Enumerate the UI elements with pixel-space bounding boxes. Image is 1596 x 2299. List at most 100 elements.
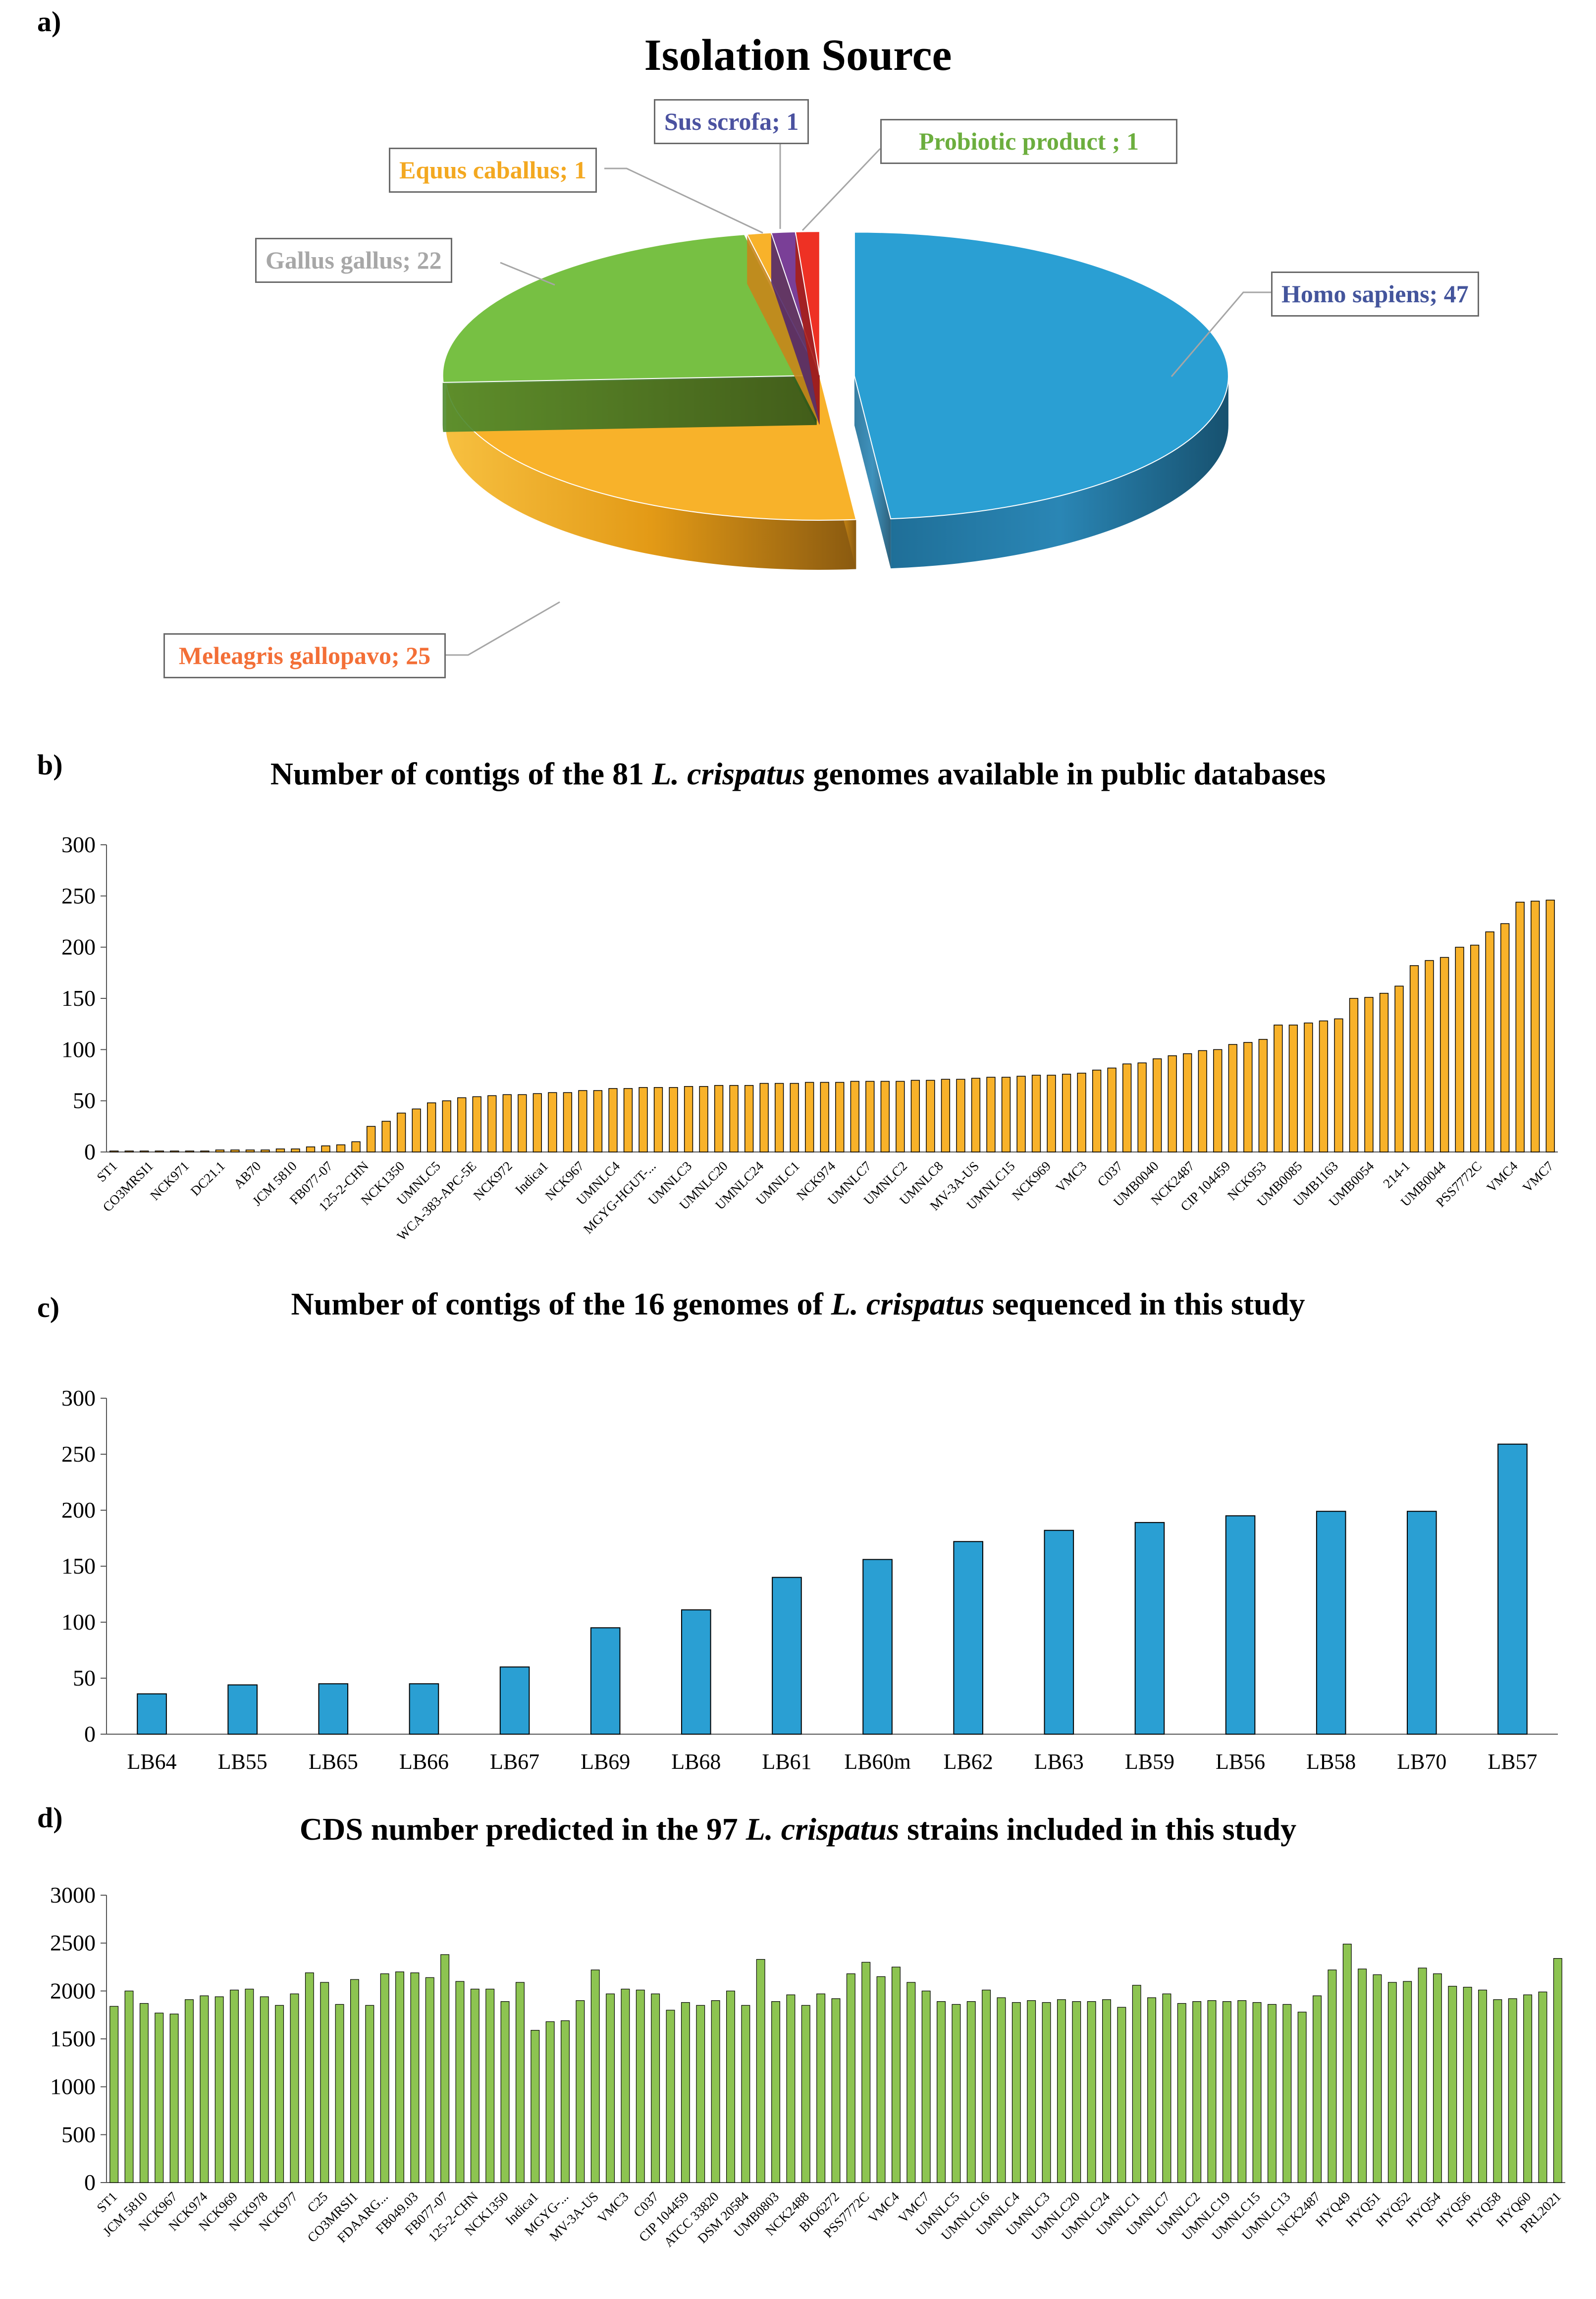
bar xyxy=(109,1150,119,1152)
bar xyxy=(227,1684,258,1735)
bar xyxy=(846,1973,855,2183)
bar xyxy=(1403,1981,1412,2183)
bar xyxy=(744,1085,754,1152)
bar xyxy=(1274,1024,1283,1152)
bar xyxy=(1077,1073,1086,1152)
bar xyxy=(275,2005,284,2183)
bar xyxy=(711,2000,720,2183)
bar xyxy=(1538,1991,1547,2183)
bar xyxy=(409,1683,439,1735)
bar xyxy=(921,1990,931,2183)
bar xyxy=(790,1083,799,1152)
bar xyxy=(1328,1970,1337,2183)
bar xyxy=(1478,1989,1487,2183)
bar xyxy=(1364,997,1374,1152)
bar xyxy=(741,2005,750,2183)
bar xyxy=(1319,1020,1329,1152)
bar xyxy=(1057,1999,1066,2183)
bar xyxy=(291,1149,300,1152)
panel-d-label: d) xyxy=(37,1802,63,1834)
chart-d-title-em: L. crispatus xyxy=(745,1811,900,1847)
pie-leader-meleagris xyxy=(446,601,560,656)
bar xyxy=(865,1081,875,1152)
bar xyxy=(1448,1986,1457,2183)
bar xyxy=(590,1627,621,1735)
bar xyxy=(681,2002,690,2183)
bar xyxy=(937,2001,946,2183)
bar xyxy=(260,1996,269,2183)
pie-label-homo-sapiens: Homo sapiens; 47 xyxy=(1271,272,1479,317)
pie-title: Isolation Source xyxy=(644,31,952,80)
chart-d-title-post: strains included in this study xyxy=(899,1811,1297,1847)
bar xyxy=(1228,1044,1237,1152)
chart-c-title: Number of contigs of the 16 genomes of L… xyxy=(0,1286,1596,1322)
pie-chart xyxy=(442,144,1271,656)
y-tick-label: 0 xyxy=(84,2170,96,2195)
bar xyxy=(1485,931,1494,1152)
bar xyxy=(971,1078,981,1152)
bar xyxy=(351,1141,361,1152)
bar xyxy=(831,1998,841,2183)
bar xyxy=(684,1086,693,1152)
x-label-lb57: LB57 xyxy=(1488,1750,1537,1774)
bar xyxy=(515,1982,525,2183)
bar xyxy=(412,1108,421,1152)
bar xyxy=(124,1990,134,2183)
bar xyxy=(1132,1985,1141,2183)
bar xyxy=(636,1989,645,2183)
panel-c-label: c) xyxy=(37,1291,60,1323)
bar xyxy=(941,1079,951,1152)
x-label-vmc3: VMC3 xyxy=(594,2189,631,2226)
pie-label-probiotic-product: Probiotic product ; 1 xyxy=(880,119,1177,164)
x-label-vmc4: VMC4 xyxy=(1484,1158,1521,1196)
bar xyxy=(1237,2000,1247,2183)
bar xyxy=(185,1150,195,1152)
bar xyxy=(215,1150,225,1152)
bar xyxy=(531,2030,540,2183)
pie-leader-probiotic xyxy=(801,148,881,231)
bar xyxy=(1455,946,1464,1152)
bar xyxy=(1117,2007,1126,2183)
bar xyxy=(1177,2003,1186,2183)
bar xyxy=(472,1096,481,1152)
bar xyxy=(966,2001,976,2183)
bar xyxy=(1313,1995,1322,2183)
bar xyxy=(835,1082,845,1152)
bar xyxy=(608,1088,618,1152)
bar xyxy=(1153,1058,1162,1152)
bar xyxy=(200,1995,209,2183)
bar xyxy=(1342,1944,1352,2183)
x-label-c037: C037 xyxy=(1095,1158,1126,1190)
x-label-lb70: LB70 xyxy=(1397,1750,1446,1774)
pie-slice-probiotic-product xyxy=(795,231,820,425)
bar xyxy=(214,1996,224,2183)
x-label-lb69: LB69 xyxy=(581,1750,630,1774)
bar xyxy=(1207,2000,1217,2183)
bar xyxy=(1349,998,1359,1152)
y-tick-label: 0 xyxy=(84,1721,96,1747)
x-label-lb62: LB62 xyxy=(944,1750,993,1774)
bar xyxy=(1183,1053,1192,1152)
panel-b-label: b) xyxy=(37,749,63,781)
bar xyxy=(880,1081,890,1152)
bar xyxy=(926,1080,935,1152)
chart-d-title-pre: CDS number predicted in the 97 xyxy=(299,1811,746,1847)
bar xyxy=(155,1150,164,1152)
bar xyxy=(651,1993,660,2183)
y-tick-label: 2500 xyxy=(50,1930,96,1956)
bar xyxy=(1394,985,1404,1152)
chart-b-title-em: L. crispatus xyxy=(652,756,805,791)
bar xyxy=(578,1090,587,1152)
bar xyxy=(1147,1997,1157,2183)
bar xyxy=(772,1577,802,1735)
contigs-16-sequenced-chart: 0 50 100 150 200 250 300 LB64 LB55 LB65 LB66 LB67 LB… xyxy=(61,1385,1558,1774)
x-label-st1: ST1 xyxy=(94,2189,120,2215)
bar xyxy=(261,1150,270,1152)
x-label-vmc4: VMC4 xyxy=(865,2189,903,2226)
pie-label-meleagris-gallopavo: Meleagris gallopavo; 25 xyxy=(163,633,446,678)
bar xyxy=(910,1080,920,1152)
x-label-nck969: NCK969 xyxy=(1009,1158,1054,1203)
bar xyxy=(1425,960,1434,1152)
chart-c-title-post: sequenced in this study xyxy=(984,1286,1305,1321)
x-label-lb65: LB65 xyxy=(309,1750,358,1774)
